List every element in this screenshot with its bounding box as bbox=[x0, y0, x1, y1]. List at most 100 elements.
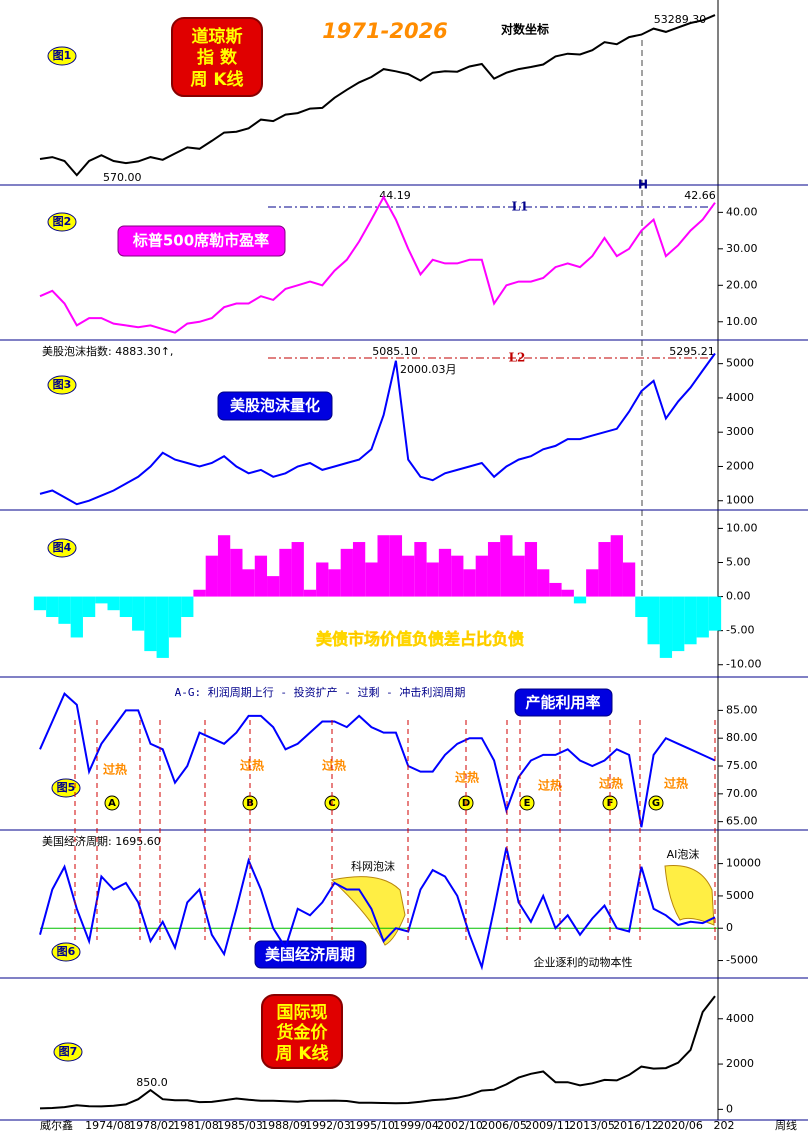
x-tick-label: 1999/04 bbox=[393, 1119, 439, 1132]
series-line bbox=[39, 995, 716, 1110]
y-tick-label: 10000 bbox=[726, 857, 761, 870]
bar bbox=[463, 569, 476, 597]
title: 道琼斯 bbox=[192, 26, 243, 47]
y-tick-label: 5000 bbox=[726, 357, 754, 370]
title: 美债市场价值负债差占比负债 bbox=[316, 630, 524, 649]
title: 产能利用率 bbox=[525, 694, 600, 712]
panel-label: 图4 bbox=[53, 541, 72, 554]
x-tick-label: 1995/10 bbox=[349, 1119, 395, 1132]
x-tick-label: 1981/08 bbox=[173, 1119, 219, 1132]
marker-label: A bbox=[108, 798, 116, 809]
y-tick-label: 4000 bbox=[726, 391, 754, 404]
bar bbox=[95, 596, 108, 604]
marker-label: E bbox=[524, 798, 531, 809]
y-tick-label: 2000 bbox=[726, 459, 754, 472]
title-box bbox=[514, 688, 613, 717]
y-tick-label: 70.00 bbox=[726, 787, 758, 800]
bar bbox=[475, 555, 488, 597]
bar bbox=[279, 548, 292, 597]
panel-badge bbox=[47, 46, 77, 66]
x-tick-label: 2016/12 bbox=[613, 1119, 659, 1132]
bar bbox=[316, 562, 329, 597]
panel-label: 图7 bbox=[59, 1045, 78, 1058]
title-box bbox=[171, 17, 263, 97]
y-tick-label: -5000 bbox=[726, 954, 758, 967]
source: 威尔鑫 bbox=[40, 1118, 73, 1132]
y-tick-label: -10.00 bbox=[726, 658, 761, 671]
bar bbox=[524, 542, 538, 597]
annotation: 企业逐利的动物本性 bbox=[534, 955, 633, 969]
bar bbox=[414, 542, 427, 597]
y-tick-label: 2000 bbox=[726, 1057, 754, 1070]
x-tick-label: 1978/02 bbox=[129, 1119, 175, 1132]
annotation: 850.0 bbox=[136, 1076, 168, 1089]
annotation: AI泡沫 bbox=[667, 847, 700, 861]
bar bbox=[487, 542, 501, 597]
bar bbox=[426, 562, 439, 597]
y-tick-label: 5000 bbox=[726, 889, 754, 902]
annotation: 对数坐标 bbox=[501, 22, 549, 37]
bar bbox=[451, 555, 464, 597]
bar bbox=[254, 555, 268, 597]
x-tick-label: 2002/10 bbox=[437, 1119, 483, 1132]
bar bbox=[70, 596, 83, 638]
annotation: 2000.03月 bbox=[400, 363, 457, 376]
bar bbox=[144, 596, 157, 652]
highlight bbox=[664, 865, 715, 926]
bar bbox=[684, 596, 697, 645]
bar bbox=[107, 596, 120, 611]
hot-label: 过热 bbox=[538, 778, 562, 793]
bar bbox=[512, 555, 525, 597]
x-tick-label: 2013/05 bbox=[569, 1119, 615, 1132]
bar bbox=[181, 596, 194, 618]
bar bbox=[267, 576, 280, 597]
title: 货金价 bbox=[277, 1022, 329, 1043]
bar bbox=[156, 596, 169, 658]
bar bbox=[58, 596, 71, 624]
panel-label: 图2 bbox=[53, 215, 72, 228]
panel-label: 图5 bbox=[57, 781, 76, 794]
bar bbox=[610, 535, 623, 597]
bar bbox=[672, 596, 685, 652]
y-tick-label: 0 bbox=[726, 921, 733, 934]
bar bbox=[303, 589, 317, 597]
y-tick-label: 5.00 bbox=[726, 555, 751, 568]
x-tick-label: 1974/08 bbox=[85, 1119, 131, 1132]
x-tick-label: 2006/05 bbox=[481, 1119, 527, 1132]
annotation: L1 bbox=[512, 200, 529, 214]
hot-label: 过热 bbox=[240, 758, 264, 773]
annotation: 科网泡沫 bbox=[351, 859, 395, 873]
series-line bbox=[39, 847, 716, 971]
series-line bbox=[39, 14, 716, 177]
panel-badge bbox=[47, 375, 77, 395]
subtitle: A-G: 利润周期上行 - 投资扩产 - 过剩 - 冲击利润周期 bbox=[175, 685, 466, 699]
y-tick-label: 80.00 bbox=[726, 731, 758, 744]
bar bbox=[205, 555, 218, 597]
panel-badge bbox=[51, 942, 81, 962]
bar bbox=[33, 596, 47, 611]
marker-badge bbox=[648, 795, 664, 811]
title: 美股泡沫量化 bbox=[230, 397, 320, 415]
bar bbox=[647, 596, 660, 645]
bar bbox=[696, 596, 709, 638]
panel-label: 图1 bbox=[53, 49, 72, 62]
bar bbox=[659, 596, 673, 658]
title-box bbox=[217, 391, 333, 421]
y-tick-label: 85.00 bbox=[726, 703, 758, 716]
title: 指 数 bbox=[197, 47, 238, 68]
bar bbox=[402, 555, 415, 597]
y-tick-label: 20.00 bbox=[726, 278, 758, 291]
bar bbox=[352, 542, 366, 597]
bar bbox=[635, 596, 648, 618]
hot-label: 过热 bbox=[664, 776, 688, 791]
x-tick-label: 1985/03 bbox=[217, 1119, 263, 1132]
title-box bbox=[261, 994, 343, 1069]
marker-badge bbox=[104, 795, 120, 811]
y-tick-label: 1000 bbox=[726, 494, 754, 507]
y-tick-label: 0 bbox=[726, 1102, 733, 1115]
panel-label: 图3 bbox=[53, 378, 72, 391]
bar bbox=[549, 582, 562, 597]
bar bbox=[119, 596, 133, 618]
hot-label: 过热 bbox=[103, 762, 127, 777]
bar bbox=[82, 596, 96, 618]
